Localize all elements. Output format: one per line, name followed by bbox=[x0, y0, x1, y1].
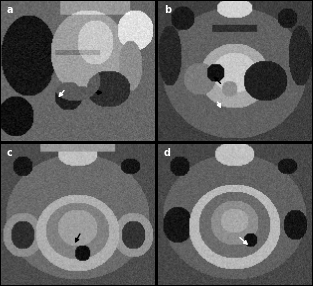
Text: a: a bbox=[7, 5, 13, 15]
Text: d: d bbox=[164, 148, 171, 158]
Text: c: c bbox=[7, 148, 13, 158]
Text: b: b bbox=[164, 5, 171, 15]
